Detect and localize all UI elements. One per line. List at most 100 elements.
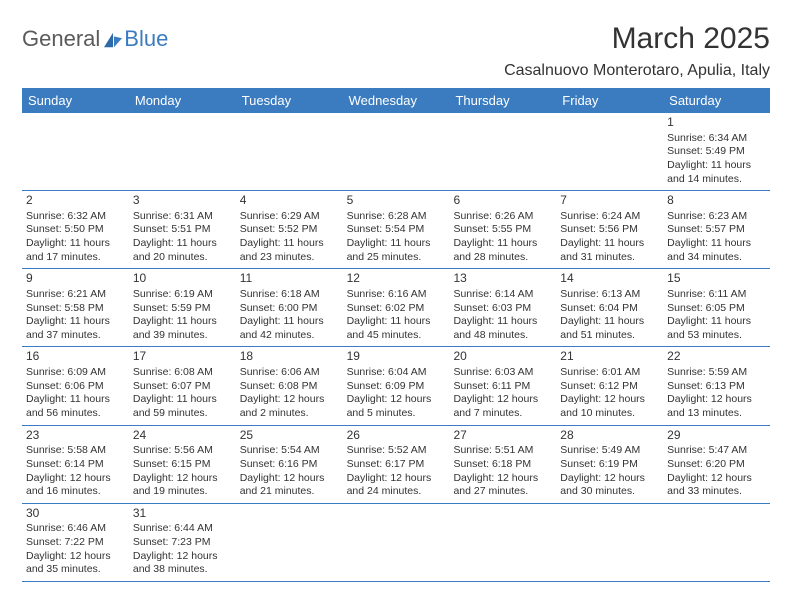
calendar-cell: 15Sunrise: 6:11 AMSunset: 6:05 PMDayligh… — [663, 269, 770, 346]
calendar-cell: 29Sunrise: 5:47 AMSunset: 6:20 PMDayligh… — [663, 426, 770, 503]
calendar-cell: 5Sunrise: 6:28 AMSunset: 5:54 PMDaylight… — [343, 191, 450, 268]
sunrise-text: Sunrise: 6:16 AM — [347, 288, 446, 302]
daylight-text: Daylight: 12 hours and 33 minutes. — [667, 472, 766, 499]
calendar-cell-empty — [343, 504, 450, 581]
day-number: 7 — [560, 193, 659, 209]
daylight-text: Daylight: 12 hours and 35 minutes. — [26, 550, 125, 577]
sunrise-text: Sunrise: 5:56 AM — [133, 444, 232, 458]
weekday-thursday: Thursday — [449, 89, 556, 113]
sunset-text: Sunset: 6:09 PM — [347, 380, 446, 394]
sunrise-text: Sunrise: 6:18 AM — [240, 288, 339, 302]
day-number: 5 — [347, 193, 446, 209]
calendar-row: 2Sunrise: 6:32 AMSunset: 5:50 PMDaylight… — [22, 191, 770, 269]
sunset-text: Sunset: 6:08 PM — [240, 380, 339, 394]
day-number: 9 — [26, 271, 125, 287]
sunset-text: Sunset: 5:54 PM — [347, 223, 446, 237]
calendar-page: General Blue March 2025 Casalnuovo Monte… — [0, 0, 792, 582]
weekday-sunday: Sunday — [22, 89, 129, 113]
sunset-text: Sunset: 6:03 PM — [453, 302, 552, 316]
day-number: 31 — [133, 506, 232, 522]
calendar-cell-empty — [449, 113, 556, 190]
day-number: 17 — [133, 349, 232, 365]
sunset-text: Sunset: 7:23 PM — [133, 536, 232, 550]
sunset-text: Sunset: 5:49 PM — [667, 145, 766, 159]
calendar-cell: 9Sunrise: 6:21 AMSunset: 5:58 PMDaylight… — [22, 269, 129, 346]
daylight-text: Daylight: 11 hours and 25 minutes. — [347, 237, 446, 264]
daylight-text: Daylight: 12 hours and 24 minutes. — [347, 472, 446, 499]
sunrise-text: Sunrise: 6:03 AM — [453, 366, 552, 380]
calendar: Sunday Monday Tuesday Wednesday Thursday… — [22, 88, 770, 582]
calendar-cell: 21Sunrise: 6:01 AMSunset: 6:12 PMDayligh… — [556, 347, 663, 424]
location-text: Casalnuovo Monterotaro, Apulia, Italy — [504, 62, 770, 80]
day-number: 4 — [240, 193, 339, 209]
sunset-text: Sunset: 5:58 PM — [26, 302, 125, 316]
month-title: March 2025 — [504, 22, 770, 56]
calendar-cell: 28Sunrise: 5:49 AMSunset: 6:19 PMDayligh… — [556, 426, 663, 503]
calendar-cell-empty — [449, 504, 556, 581]
sunset-text: Sunset: 6:16 PM — [240, 458, 339, 472]
sunrise-text: Sunrise: 6:14 AM — [453, 288, 552, 302]
logo: General Blue — [22, 26, 168, 52]
sunset-text: Sunset: 6:02 PM — [347, 302, 446, 316]
weekday-tuesday: Tuesday — [236, 89, 343, 113]
daylight-text: Daylight: 11 hours and 28 minutes. — [453, 237, 552, 264]
sunrise-text: Sunrise: 5:59 AM — [667, 366, 766, 380]
sunrise-text: Sunrise: 6:29 AM — [240, 210, 339, 224]
calendar-cell-empty — [129, 113, 236, 190]
sunset-text: Sunset: 6:17 PM — [347, 458, 446, 472]
sunset-text: Sunset: 5:56 PM — [560, 223, 659, 237]
sunset-text: Sunset: 6:14 PM — [26, 458, 125, 472]
calendar-weekday-header: Sunday Monday Tuesday Wednesday Thursday… — [22, 89, 770, 113]
calendar-cell-empty — [343, 113, 450, 190]
sunrise-text: Sunrise: 6:01 AM — [560, 366, 659, 380]
daylight-text: Daylight: 12 hours and 21 minutes. — [240, 472, 339, 499]
daylight-text: Daylight: 12 hours and 19 minutes. — [133, 472, 232, 499]
sunset-text: Sunset: 6:05 PM — [667, 302, 766, 316]
calendar-cell: 12Sunrise: 6:16 AMSunset: 6:02 PMDayligh… — [343, 269, 450, 346]
day-number: 29 — [667, 428, 766, 444]
daylight-text: Daylight: 11 hours and 56 minutes. — [26, 393, 125, 420]
daylight-text: Daylight: 11 hours and 51 minutes. — [560, 315, 659, 342]
daylight-text: Daylight: 11 hours and 31 minutes. — [560, 237, 659, 264]
day-number: 16 — [26, 349, 125, 365]
sunset-text: Sunset: 6:11 PM — [453, 380, 552, 394]
daylight-text: Daylight: 11 hours and 34 minutes. — [667, 237, 766, 264]
weekday-wednesday: Wednesday — [343, 89, 450, 113]
calendar-cell: 27Sunrise: 5:51 AMSunset: 6:18 PMDayligh… — [449, 426, 556, 503]
calendar-cell: 6Sunrise: 6:26 AMSunset: 5:55 PMDaylight… — [449, 191, 556, 268]
calendar-cell-empty — [22, 113, 129, 190]
weekday-saturday: Saturday — [663, 89, 770, 113]
daylight-text: Daylight: 12 hours and 5 minutes. — [347, 393, 446, 420]
logo-text-b: Blue — [124, 26, 168, 52]
sunrise-text: Sunrise: 6:09 AM — [26, 366, 125, 380]
day-number: 8 — [667, 193, 766, 209]
day-number: 19 — [347, 349, 446, 365]
day-number: 15 — [667, 271, 766, 287]
sunrise-text: Sunrise: 6:32 AM — [26, 210, 125, 224]
sunrise-text: Sunrise: 6:21 AM — [26, 288, 125, 302]
day-number: 24 — [133, 428, 232, 444]
logo-text-a: General — [22, 26, 100, 52]
weekday-friday: Friday — [556, 89, 663, 113]
sunrise-text: Sunrise: 5:51 AM — [453, 444, 552, 458]
sunset-text: Sunset: 5:51 PM — [133, 223, 232, 237]
day-number: 21 — [560, 349, 659, 365]
calendar-cell: 10Sunrise: 6:19 AMSunset: 5:59 PMDayligh… — [129, 269, 236, 346]
sunrise-text: Sunrise: 5:54 AM — [240, 444, 339, 458]
day-number: 14 — [560, 271, 659, 287]
sunrise-text: Sunrise: 6:26 AM — [453, 210, 552, 224]
daylight-text: Daylight: 11 hours and 45 minutes. — [347, 315, 446, 342]
sunrise-text: Sunrise: 6:11 AM — [667, 288, 766, 302]
sunrise-text: Sunrise: 6:13 AM — [560, 288, 659, 302]
daylight-text: Daylight: 11 hours and 23 minutes. — [240, 237, 339, 264]
calendar-cell: 30Sunrise: 6:46 AMSunset: 7:22 PMDayligh… — [22, 504, 129, 581]
calendar-cell: 4Sunrise: 6:29 AMSunset: 5:52 PMDaylight… — [236, 191, 343, 268]
daylight-text: Daylight: 11 hours and 59 minutes. — [133, 393, 232, 420]
daylight-text: Daylight: 12 hours and 10 minutes. — [560, 393, 659, 420]
sunrise-text: Sunrise: 5:58 AM — [26, 444, 125, 458]
sunrise-text: Sunrise: 6:19 AM — [133, 288, 232, 302]
day-number: 1 — [667, 115, 766, 131]
calendar-body: 1Sunrise: 6:34 AMSunset: 5:49 PMDaylight… — [22, 113, 770, 582]
daylight-text: Daylight: 11 hours and 53 minutes. — [667, 315, 766, 342]
daylight-text: Daylight: 12 hours and 2 minutes. — [240, 393, 339, 420]
